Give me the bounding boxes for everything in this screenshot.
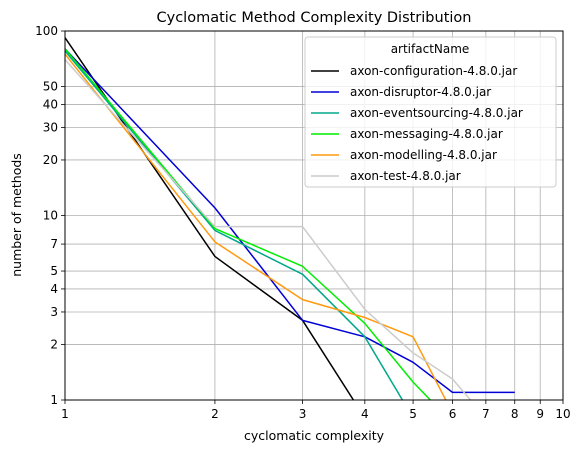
- x-tick-label: 10: [555, 407, 570, 421]
- x-tick-label: 3: [299, 407, 307, 421]
- x-axis-ticks: 1 2 3 4 5 6 7 8 9 10: [61, 400, 571, 421]
- x-tick-label: 6: [449, 407, 457, 421]
- x-tick-label: 4: [361, 407, 369, 421]
- y-tick-label: 100: [35, 24, 58, 38]
- y-tick-label: 30: [43, 120, 58, 134]
- legend: artifactName axon-configuration-4.8.0.ja…: [304, 36, 557, 188]
- y-tick-label: 7: [50, 237, 58, 251]
- series-line: [65, 53, 447, 400]
- x-axis-label: cyclomatic complexity: [244, 428, 385, 443]
- legend-entry-label: axon-eventsourcing-4.8.0.jar: [350, 106, 523, 120]
- legend-entry-label: axon-disruptor-4.8.0.jar: [350, 85, 491, 99]
- x-tick-label: 2: [211, 407, 219, 421]
- x-tick-label: 7: [482, 407, 490, 421]
- x-tick-label: 8: [511, 407, 519, 421]
- y-tick-label: 2: [50, 337, 58, 351]
- x-tick-label: 1: [61, 407, 69, 421]
- y-axis-label: number of methods: [9, 153, 24, 277]
- y-tick-label: 4: [50, 282, 58, 296]
- legend-entry-label: axon-test-4.8.0.jar: [350, 169, 461, 183]
- y-tick-label: 40: [43, 97, 58, 111]
- legend-title: artifactName: [391, 42, 470, 56]
- legend-entry-label: axon-messaging-4.8.0.jar: [350, 127, 503, 141]
- y-tick-label: 3: [50, 305, 58, 319]
- y-tick-label: 1: [50, 393, 58, 407]
- chart-title: Cyclomatic Method Complexity Distributio…: [157, 10, 472, 26]
- series-line: [65, 59, 472, 400]
- y-tick-label: 50: [43, 80, 58, 94]
- legend-entry-label: axon-configuration-4.8.0.jar: [350, 64, 517, 78]
- y-tick-label: 20: [43, 153, 58, 167]
- x-tick-label: 5: [409, 407, 417, 421]
- x-tick-label: 9: [536, 407, 544, 421]
- y-tick-label: 10: [43, 209, 58, 223]
- legend-entry-label: axon-modelling-4.8.0.jar: [350, 148, 497, 162]
- series-lines: [65, 37, 515, 400]
- legend-box: [304, 36, 557, 188]
- y-tick-label: 5: [50, 264, 58, 278]
- y-axis-ticks: 1 2 3 4 5 7 10 20 30 40 50 100: [35, 24, 65, 407]
